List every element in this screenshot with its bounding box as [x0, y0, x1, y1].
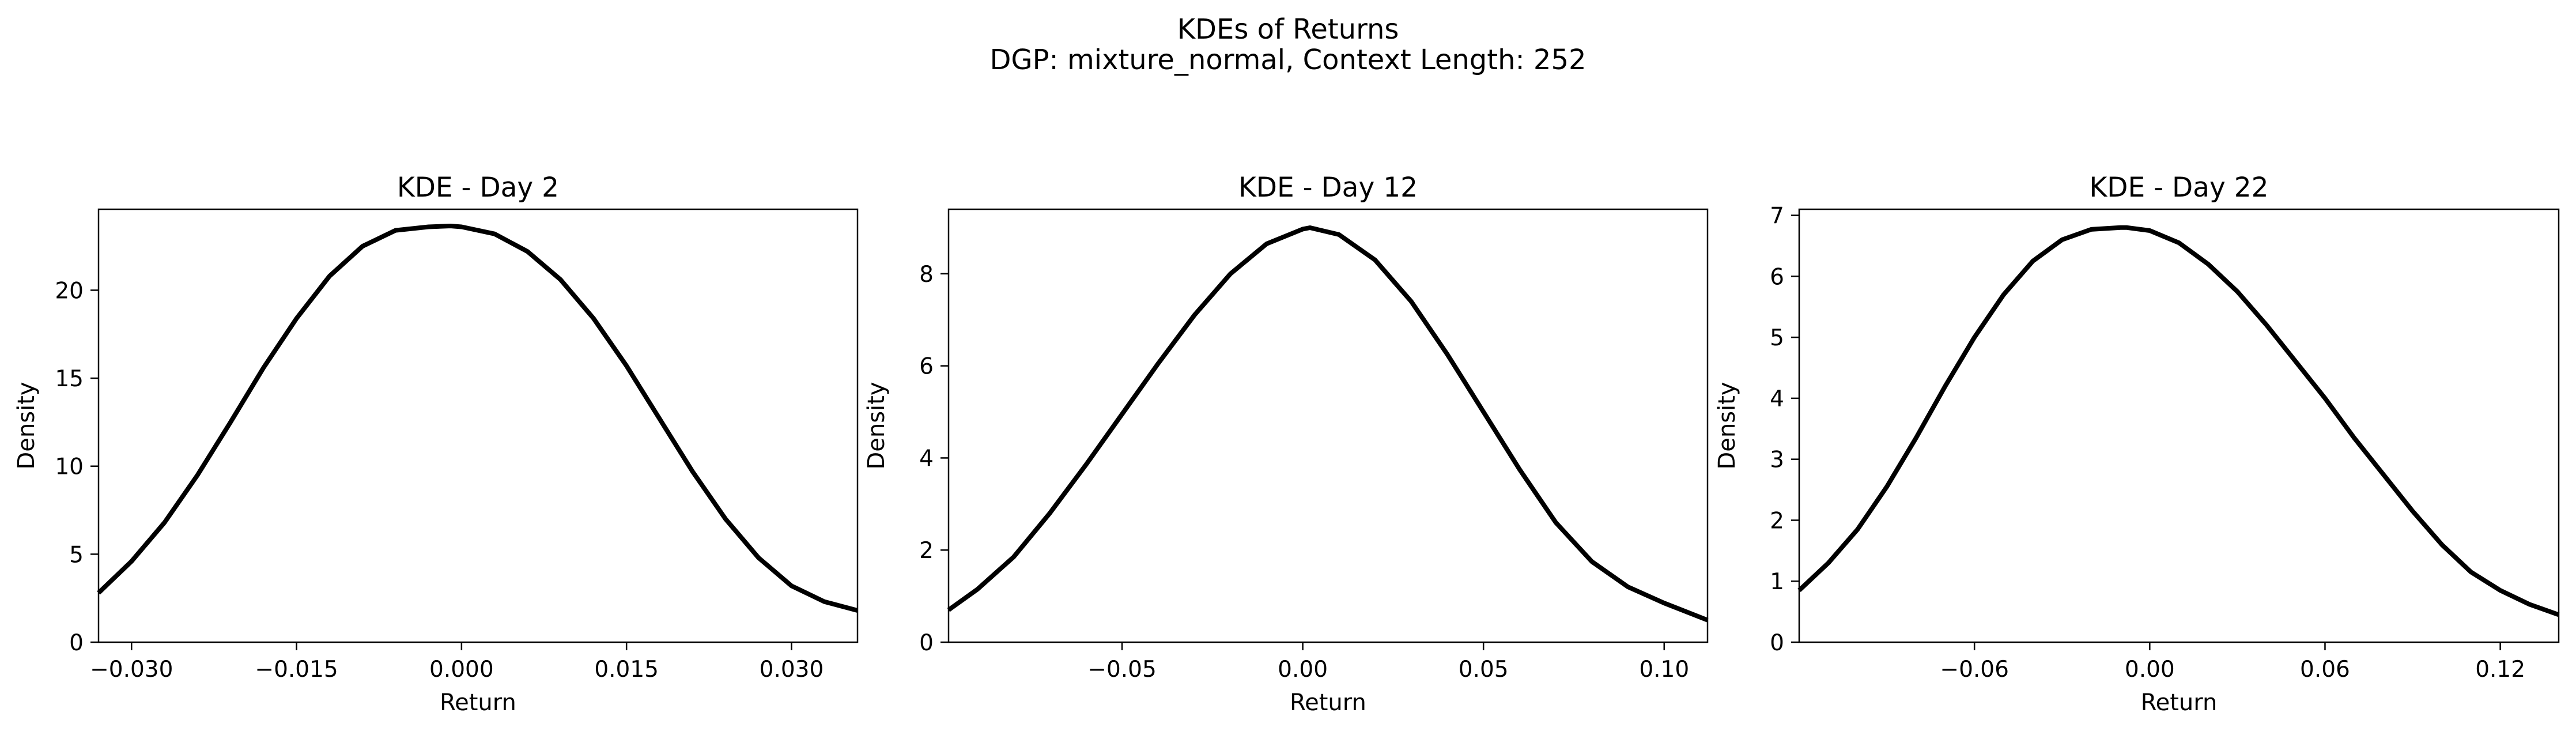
y-tick-label: 0: [69, 630, 84, 656]
x-tick-label: −0.05: [1087, 657, 1157, 683]
y-tick-label: 6: [1770, 264, 1784, 290]
y-tick-label: 4: [1770, 386, 1784, 412]
x-axis-label: Return: [1290, 689, 1366, 716]
figure-subtitle: DGP: mixture_normal, Context Length: 252: [989, 44, 1587, 76]
kde-line-series-0: [97, 224, 859, 613]
subplot-day-2: −0.030 −0.015 0.000 0.015 0.030 0 5 10 15 20 KDE -…: [13, 172, 859, 716]
kde-line-series-0: [947, 225, 1709, 623]
y-tick-label: 3: [1770, 447, 1784, 473]
y-tick-label: 1: [1770, 569, 1784, 595]
axes-frame: [1798, 208, 2560, 643]
subplot-title: KDE - Day 22: [2089, 172, 2268, 203]
x-tick-label: 0.06: [2300, 657, 2350, 683]
y-tick-label: 20: [55, 278, 84, 304]
y-tick-label: 6: [919, 354, 934, 380]
x-axis-label: Return: [2141, 689, 2218, 716]
x-tick-label: 0.00: [1278, 657, 1328, 683]
axes-frame: [97, 208, 859, 643]
y-tick-label: 2: [1770, 508, 1784, 534]
x-tick-label: −0.030: [90, 657, 173, 683]
y-axis-label: Density: [1714, 382, 1740, 469]
y-tick-label: 7: [1770, 203, 1784, 229]
x-tick-label: 0.030: [760, 657, 824, 683]
x-tick-label: 0.12: [2475, 657, 2525, 683]
y-axis-label: Density: [13, 382, 40, 469]
y-tick-label: 0: [1770, 630, 1784, 656]
y-tick-label: 5: [1770, 325, 1784, 351]
y-tick-label: 8: [919, 262, 934, 288]
y-tick-label: 4: [919, 446, 934, 472]
x-tick-label: −0.015: [255, 657, 338, 683]
y-tick-label: 0: [919, 630, 934, 656]
x-tick-label: 0.015: [594, 657, 659, 683]
y-tick-label: 10: [55, 454, 84, 480]
x-axis-label: Return: [440, 689, 516, 716]
y-tick-label: 5: [69, 542, 84, 568]
x-tick-label: 0.000: [429, 657, 494, 683]
axes-frame: [947, 208, 1709, 643]
subplot-day-12: −0.05 0.00 0.05 0.10 0 2 4 6 8 KDE - Day 12 Return…: [863, 172, 1709, 716]
subplot-title: KDE - Day 2: [397, 172, 559, 203]
x-tick-label: 0.05: [1459, 657, 1509, 683]
subplot-day-22: −0.06 0.00 0.06 0.12 0 1 2 3 4 5 6 7 KDE - Day 22 Ret…: [1714, 172, 2560, 716]
figure-title: KDEs of Returns: [1177, 13, 1399, 46]
y-tick-label: 2: [919, 538, 934, 564]
x-tick-label: 0.00: [2125, 657, 2175, 683]
x-tick-label: −0.06: [1940, 657, 2009, 683]
subplot-title: KDE - Day 12: [1238, 172, 1418, 203]
kde-line-series-0: [1797, 225, 2560, 617]
y-axis-label: Density: [863, 382, 890, 469]
y-tick-label: 15: [55, 366, 84, 392]
x-tick-label: 0.10: [1639, 657, 1689, 683]
